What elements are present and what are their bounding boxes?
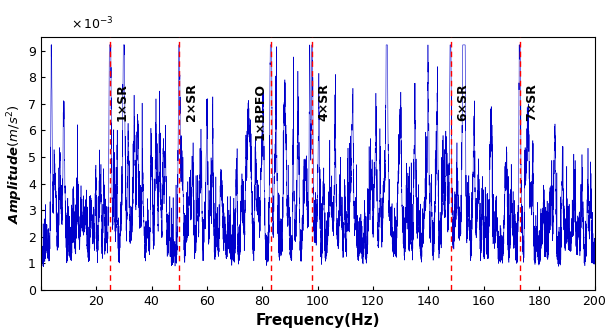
- Text: 1×SR: 1×SR: [116, 83, 129, 121]
- Text: $\times\,10^{-3}$: $\times\,10^{-3}$: [71, 16, 114, 32]
- Y-axis label: Amplitude$(m/s^2)$: Amplitude$(m/s^2)$: [6, 104, 25, 224]
- Text: 6×SR: 6×SR: [456, 83, 469, 121]
- X-axis label: Frequency(Hz): Frequency(Hz): [255, 313, 380, 328]
- Text: 2×SR: 2×SR: [185, 83, 198, 121]
- Text: 4×SR: 4×SR: [318, 83, 330, 121]
- Text: 1×BPFO: 1×BPFO: [254, 83, 267, 140]
- Text: 7×SR: 7×SR: [525, 83, 539, 121]
